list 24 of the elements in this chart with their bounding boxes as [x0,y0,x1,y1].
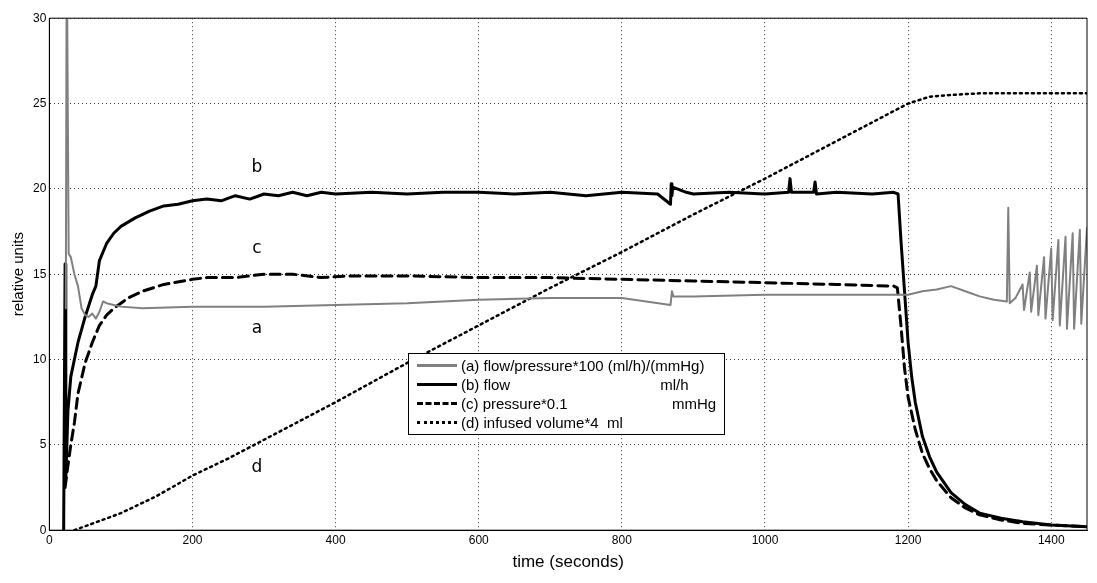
annotation: d [251,456,263,477]
legend-label: (c) pressure*0.1 mmHg [461,394,717,413]
y-tick-label: 30 [32,10,47,25]
y-tick-label: 0 [39,522,47,537]
legend-label: (b) flow ml/h [461,375,689,394]
y-tick-label: 10 [32,351,47,366]
x-tick-label: 600 [468,532,490,547]
annotation: a [251,317,263,338]
annotation: b [251,156,263,177]
x-axis-title: time (seconds) [512,552,624,572]
y-axis-title: relative units [9,232,27,317]
legend-label: (a) flow/pressure*100 (ml/h)/(mmHg) [461,356,705,375]
x-tick-label: 1000 [751,532,779,547]
x-tick-label: 800 [611,532,633,547]
x-tick-label: 400 [325,532,346,547]
x-tick-label: 1400 [1037,532,1065,547]
y-tick-label: 5 [39,437,47,452]
annotation: c [252,236,262,257]
y-tick-label: 25 [32,95,47,110]
x-tick-label: 1200 [894,532,922,547]
y-tick-label: 15 [32,266,47,281]
x-tick-label: 200 [182,532,203,547]
legend-label: (d) infused volume*4 ml [461,413,623,432]
y-tick-label: 20 [32,181,47,196]
